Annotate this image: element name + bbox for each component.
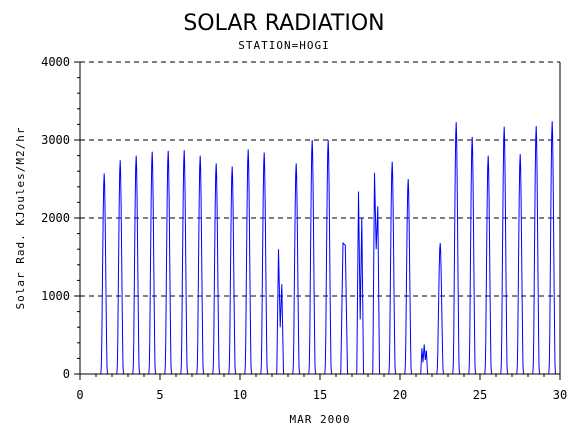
x-tick-label-5: 5: [156, 388, 163, 402]
tick-labels: 0 5 10 15 20 25 30 0 1000 2000 3000 4000: [41, 55, 567, 402]
x-axis-label: MAR 2000: [290, 413, 351, 426]
y-axis-label: Solar Rad. KJoules/M2/hr: [14, 127, 27, 310]
y-tick-label-3000: 3000: [41, 133, 70, 147]
tick-marks: [74, 61, 561, 380]
y-tick-label-1000: 1000: [41, 289, 70, 303]
x-tick-label-20: 20: [393, 388, 407, 402]
y-tick-label-2000: 2000: [41, 211, 70, 225]
chart-subtitle: STATION=HOGI: [238, 39, 329, 52]
x-tick-label-0: 0: [76, 388, 83, 402]
grid-lines: [80, 61, 560, 297]
y-tick-label-4000: 4000: [41, 55, 70, 69]
series-line-group: [94, 121, 560, 375]
y-tick-label-0: 0: [63, 367, 70, 381]
x-tick-label-30: 30: [553, 388, 567, 402]
chart-title: SOLAR RADIATION: [183, 11, 384, 36]
x-tick-label-15: 15: [313, 388, 327, 402]
solar-radiation-series-line: [94, 121, 560, 375]
x-tick-label-25: 25: [473, 388, 487, 402]
x-tick-label-10: 10: [233, 388, 247, 402]
